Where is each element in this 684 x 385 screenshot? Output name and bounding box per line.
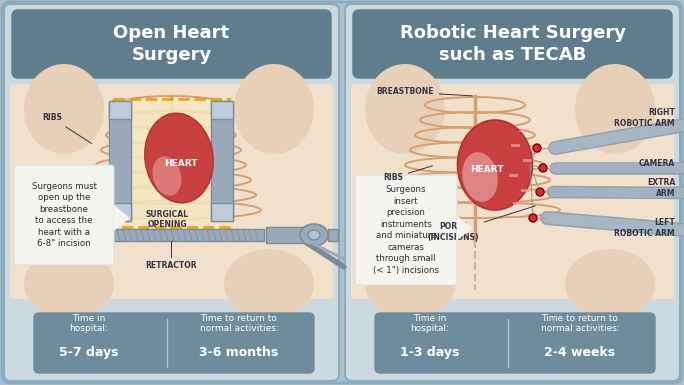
Ellipse shape bbox=[539, 164, 547, 172]
Text: PORTS
(INCISIONS): PORTS (INCISIONS) bbox=[428, 206, 536, 242]
Bar bbox=[109, 101, 131, 221]
Text: Surgeons
insert
precision
instruments
and miniature
cameras
through small
(< 1"): Surgeons insert precision instruments an… bbox=[373, 186, 439, 275]
Text: Time to return to
normal activities:: Time to return to normal activities: bbox=[540, 314, 620, 333]
FancyBboxPatch shape bbox=[355, 175, 457, 285]
Text: 5-7 days: 5-7 days bbox=[60, 346, 119, 359]
Text: 2-4 weeks: 2-4 weeks bbox=[544, 346, 616, 359]
Bar bbox=[113, 99, 229, 227]
Bar bbox=[64, 229, 264, 241]
Polygon shape bbox=[457, 216, 473, 240]
Bar bbox=[211, 101, 233, 119]
Text: Surgeons must
open up the
breastbone
to access the
heart with a
6-8" incision: Surgeons must open up the breastbone to … bbox=[31, 182, 96, 248]
Text: RIGHT
ROBOTIC ARM: RIGHT ROBOTIC ARM bbox=[614, 108, 675, 128]
Text: Open Heart
Surgery: Open Heart Surgery bbox=[114, 24, 230, 64]
Ellipse shape bbox=[145, 113, 213, 203]
Text: HEART: HEART bbox=[471, 166, 503, 174]
Ellipse shape bbox=[308, 230, 320, 240]
FancyBboxPatch shape bbox=[4, 4, 339, 381]
Text: LEFT
ROBOTIC ARM: LEFT ROBOTIC ARM bbox=[614, 218, 675, 238]
Ellipse shape bbox=[234, 64, 314, 154]
Text: Robotic Heart Surgery
such as TECAB: Robotic Heart Surgery such as TECAB bbox=[399, 24, 625, 64]
Text: 3-6 months: 3-6 months bbox=[199, 346, 278, 359]
FancyBboxPatch shape bbox=[351, 84, 674, 299]
Text: SURGICAL
OPENING: SURGICAL OPENING bbox=[146, 210, 189, 229]
Ellipse shape bbox=[575, 64, 655, 154]
Text: BREASTBONE: BREASTBONE bbox=[376, 87, 472, 97]
Text: Time to return to
normal activities:: Time to return to normal activities: bbox=[200, 314, 278, 333]
FancyBboxPatch shape bbox=[14, 165, 114, 265]
FancyBboxPatch shape bbox=[353, 10, 672, 78]
Text: Time in
hospital:: Time in hospital: bbox=[410, 314, 449, 333]
FancyBboxPatch shape bbox=[12, 10, 331, 78]
Ellipse shape bbox=[24, 249, 114, 319]
Text: RIBS: RIBS bbox=[42, 114, 92, 144]
Ellipse shape bbox=[365, 249, 455, 319]
Ellipse shape bbox=[462, 152, 498, 202]
Text: EXTRA
ARM: EXTRA ARM bbox=[647, 178, 675, 198]
Ellipse shape bbox=[365, 64, 445, 154]
Ellipse shape bbox=[536, 188, 544, 196]
Ellipse shape bbox=[458, 120, 533, 210]
Text: Time in
hospital:: Time in hospital: bbox=[70, 314, 109, 333]
Bar bbox=[109, 203, 131, 221]
Bar bbox=[109, 101, 131, 119]
Bar bbox=[266, 227, 306, 243]
Ellipse shape bbox=[300, 224, 328, 246]
Ellipse shape bbox=[224, 249, 314, 319]
Text: HEART: HEART bbox=[164, 159, 198, 167]
Text: RIBS: RIBS bbox=[383, 166, 432, 182]
Ellipse shape bbox=[565, 249, 655, 319]
Ellipse shape bbox=[24, 64, 104, 154]
FancyBboxPatch shape bbox=[345, 4, 680, 381]
Bar bbox=[211, 101, 233, 221]
Ellipse shape bbox=[153, 156, 181, 196]
Bar bbox=[328, 229, 338, 241]
Text: CAMERA: CAMERA bbox=[639, 159, 675, 167]
Text: 1-3 days: 1-3 days bbox=[400, 346, 460, 359]
Polygon shape bbox=[114, 205, 130, 231]
FancyBboxPatch shape bbox=[375, 313, 655, 373]
FancyBboxPatch shape bbox=[10, 84, 333, 299]
Ellipse shape bbox=[533, 144, 541, 152]
Ellipse shape bbox=[529, 214, 537, 222]
FancyBboxPatch shape bbox=[34, 313, 314, 373]
Bar bbox=[211, 203, 233, 221]
Text: RETRACTOR: RETRACTOR bbox=[145, 261, 197, 270]
